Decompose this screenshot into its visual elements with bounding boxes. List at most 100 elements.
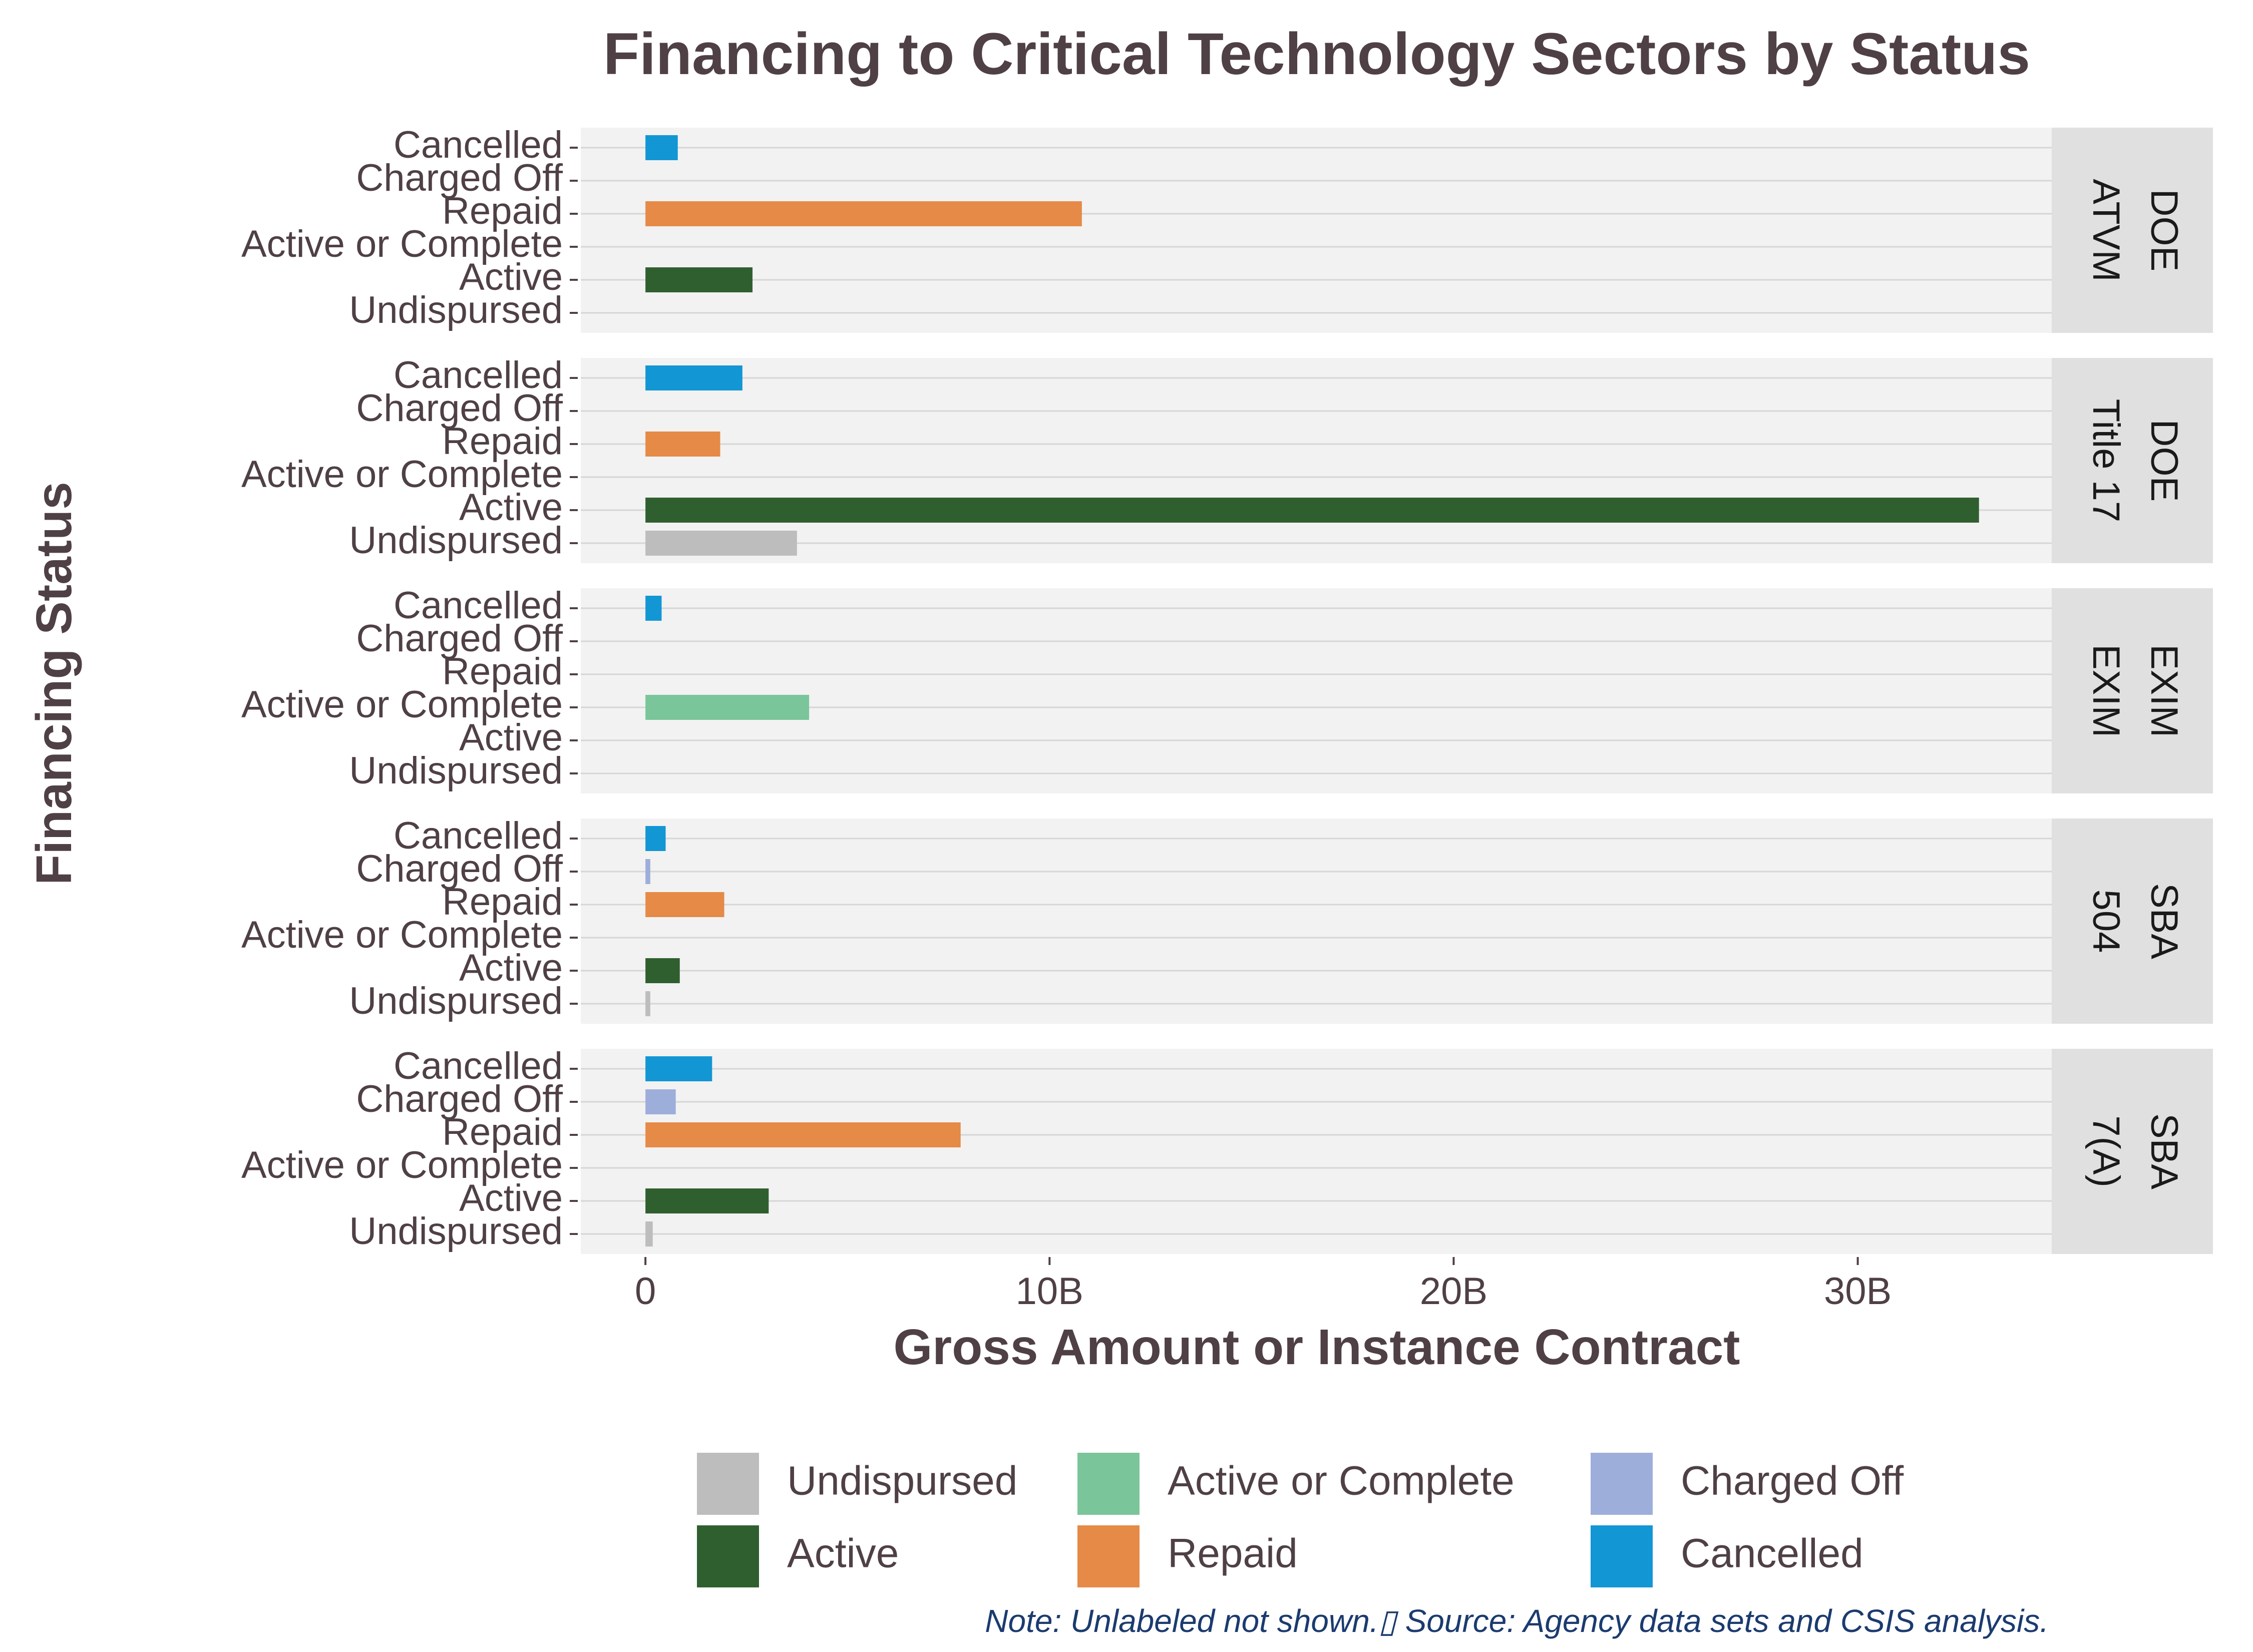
y-tick-label-undispursed: Undispursed: [349, 980, 563, 1022]
y-tick-label-repaid: Repaid: [442, 881, 563, 923]
y-tick-label-cancelled: Cancelled: [394, 814, 563, 857]
legend-swatch: [1589, 1523, 1655, 1589]
bar-charged-off: [645, 859, 650, 884]
chart-caption: Note: Unlabeled not shown.▯ Source: Agen…: [985, 1603, 2049, 1639]
y-tick-label-active: Active: [459, 256, 563, 298]
facet-label: 504: [2085, 890, 2127, 953]
panel-background: [581, 588, 2052, 793]
bar-active-or-complete: [645, 695, 810, 720]
y-tick-label-repaid: Repaid: [442, 1111, 563, 1153]
legend-label: Active: [787, 1531, 899, 1576]
x-tick-label: 10B: [1016, 1270, 1083, 1313]
facet-strip: [2052, 358, 2213, 563]
legend-swatch: [695, 1451, 761, 1517]
bar-repaid: [645, 1122, 961, 1147]
legend-label: Undispursed: [787, 1458, 1017, 1504]
facet-label: Title 17: [2085, 399, 2127, 522]
facet-label: 7(A): [2085, 1115, 2127, 1187]
bar-undispursed: [645, 991, 650, 1016]
bar-active: [645, 1188, 769, 1213]
bar-cancelled: [645, 826, 666, 851]
y-tick-label-active-or-complete: Active or Complete: [241, 1144, 563, 1186]
chart-title: Financing to Critical Technology Sectors…: [603, 21, 2030, 87]
facet-label: DOE: [2143, 189, 2185, 272]
y-tick-label-undispursed: Undispursed: [349, 749, 563, 792]
x-tick-label: 0: [635, 1270, 656, 1313]
y-tick-label-charged-off: Charged Off: [356, 1078, 563, 1120]
bar-cancelled: [645, 1056, 712, 1081]
legend-label: Charged Off: [1681, 1458, 1904, 1504]
legend-swatch: [1589, 1451, 1655, 1517]
x-tick-label: 30B: [1824, 1270, 1892, 1313]
y-tick-label-repaid: Repaid: [442, 650, 563, 693]
y-tick-label-charged-off: Charged Off: [356, 617, 563, 660]
legend-item-undispursed: Undispursed: [695, 1451, 1017, 1517]
bar-cancelled: [645, 365, 742, 390]
y-tick-label-active-or-complete: Active or Complete: [241, 223, 563, 265]
panel-background: [581, 818, 2052, 1024]
facet-label: SBA: [2143, 883, 2185, 959]
facet-label: EXIM: [2085, 644, 2127, 737]
y-tick-label-cancelled: Cancelled: [394, 354, 563, 396]
legend-label: Repaid: [1168, 1531, 1298, 1576]
legend-label: Active or Complete: [1168, 1458, 1515, 1504]
facet-strip: [2052, 128, 2213, 333]
facet-label: DOE: [2143, 420, 2185, 502]
facet-strip: [2052, 818, 2213, 1024]
panel-background: [581, 1049, 2052, 1254]
bar-repaid: [645, 892, 724, 917]
y-tick-label-undispursed: Undispursed: [349, 519, 563, 562]
legend-item-cancelled: Cancelled: [1589, 1523, 1863, 1589]
facet-label: EXIM: [2143, 644, 2185, 737]
y-tick-label-charged-off: Charged Off: [356, 848, 563, 890]
facet-label: SBA: [2143, 1113, 2185, 1189]
bar-cancelled: [645, 135, 678, 160]
bar-active: [645, 958, 680, 983]
legend-item-active-or-complete: Active or Complete: [1075, 1451, 1515, 1517]
bar-active: [645, 498, 1979, 523]
bar-repaid: [645, 432, 720, 457]
facet-strip: [2052, 588, 2213, 793]
y-tick-label-active: Active: [459, 947, 563, 989]
y-tick-label-charged-off: Charged Off: [356, 157, 563, 199]
y-tick-label-active-or-complete: Active or Complete: [241, 914, 563, 956]
legend-swatch: [1075, 1451, 1142, 1517]
y-tick-label-active-or-complete: Active or Complete: [241, 683, 563, 726]
bar-repaid: [645, 201, 1082, 226]
y-axis-title: Financing Status: [26, 482, 82, 885]
y-tick-label-undispursed: Undispursed: [349, 289, 563, 331]
y-tick-label-cancelled: Cancelled: [394, 584, 563, 627]
bar-active: [645, 267, 753, 292]
legend-swatch: [1075, 1523, 1142, 1589]
panel-background: [581, 128, 2052, 333]
legend: Undispursed Active or Complete Charged Off…: [695, 1451, 1904, 1589]
y-tick-label-active: Active: [459, 1177, 563, 1219]
legend-swatch: [695, 1523, 761, 1589]
y-tick-label-active: Active: [459, 716, 563, 759]
bar-undispursed: [645, 1221, 653, 1247]
y-tick-label-repaid: Repaid: [442, 190, 563, 232]
legend-label: Cancelled: [1681, 1531, 1863, 1576]
legend-item-active: Active: [695, 1523, 899, 1589]
y-tick-label-cancelled: Cancelled: [394, 124, 563, 166]
bar-undispursed: [645, 531, 797, 556]
panel-background: [581, 358, 2052, 563]
x-axis: 0 10B 20B 30B: [635, 1257, 1892, 1313]
x-tick-label: 20B: [1420, 1270, 1487, 1313]
facet-label: ATVM: [2085, 179, 2127, 281]
y-tick-label-undispursed: Undispursed: [349, 1210, 563, 1253]
y-tick-label-cancelled: Cancelled: [394, 1045, 563, 1087]
bar-cancelled: [645, 596, 662, 621]
legend-item-charged-off: Charged Off: [1589, 1451, 1904, 1517]
y-tick-label-charged-off: Charged Off: [356, 387, 563, 430]
y-tick-label-active: Active: [459, 486, 563, 529]
legend-item-repaid: Repaid: [1075, 1523, 1298, 1589]
facet-strip: [2052, 1049, 2213, 1254]
